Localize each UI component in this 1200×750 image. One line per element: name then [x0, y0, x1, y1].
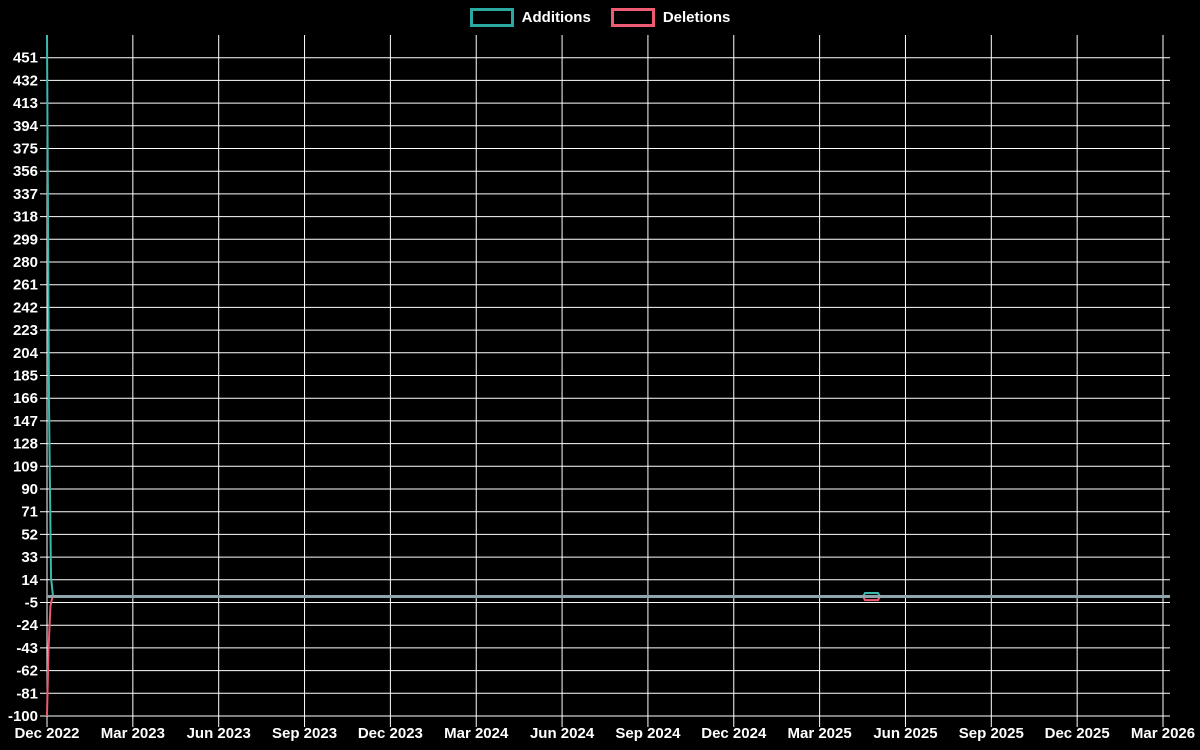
axis-tick-label: 394	[13, 118, 39, 135]
axis-tick-label: 337	[13, 186, 38, 203]
chart-legend: Additions Deletions	[0, 8, 1200, 27]
axis-tick-label: -81	[16, 685, 38, 702]
axis-tick-label: Mar 2023	[101, 725, 165, 742]
additions-swatch-icon	[469, 8, 514, 27]
legend-item-additions[interactable]: Additions	[469, 8, 591, 27]
series-line-additions	[46, 34, 1171, 598]
axis-tick-label: -43	[16, 640, 38, 657]
axis-tick-label: 33	[21, 549, 38, 566]
axis-tick-label: Jun 2025	[873, 725, 937, 742]
axis-tick-label: Sep 2023	[272, 725, 337, 742]
series-line-deletions	[46, 595, 1171, 717]
axis-tick-label: 147	[13, 413, 38, 430]
axis-tick-label: 204	[13, 345, 39, 362]
axis-tick-label: 318	[13, 209, 38, 226]
axis-tick-label: 242	[13, 299, 38, 316]
axis-tick-label: Dec 2023	[358, 725, 423, 742]
axis-tick-label: -100	[8, 708, 38, 725]
axis-tick-label: 280	[13, 254, 38, 271]
axis-tick-label: 413	[13, 95, 38, 112]
legend-label-additions: Additions	[521, 8, 591, 26]
axis-tick-label: -5	[25, 595, 38, 612]
axis-tick-label: Mar 2026	[1131, 725, 1195, 742]
axis-tick-label: 261	[13, 277, 38, 294]
axis-tick-label: 223	[13, 322, 38, 339]
axis-tick-label: 90	[21, 481, 38, 498]
axis-tick-label: Dec 2025	[1045, 725, 1110, 742]
axis-tick-label: 432	[13, 72, 38, 89]
axis-tick-label: 166	[13, 390, 38, 407]
legend-label-deletions: Deletions	[662, 8, 731, 26]
axis-tick-label: 14	[21, 572, 38, 589]
axis-tick-label: 356	[13, 163, 38, 180]
axis-tick-label: 52	[21, 526, 38, 543]
axis-tick-label: 375	[13, 141, 38, 158]
axis-tick-label: 299	[13, 231, 38, 248]
axis-tick-label: Jun 2024	[530, 725, 595, 742]
axis-tick-label: -62	[16, 663, 38, 680]
axis-tick-label: 451	[13, 50, 38, 67]
axis-tick-label: Dec 2022	[14, 725, 79, 742]
axis-tick-label: 109	[13, 458, 38, 475]
axis-tick-label: Mar 2025	[788, 725, 852, 742]
legend-item-deletions[interactable]: Deletions	[610, 8, 731, 27]
axis-tick-label: Mar 2024	[444, 725, 509, 742]
axis-tick-label: Dec 2024	[701, 725, 767, 742]
axis-tick-label: 185	[13, 368, 38, 385]
axis-tick-label: 128	[13, 436, 38, 453]
axis-tick-label: 71	[21, 504, 38, 521]
axis-tick-label: Jun 2023	[187, 725, 251, 742]
deletions-swatch-icon	[610, 8, 655, 27]
axis-tick-label: Sep 2024	[615, 725, 681, 742]
axis-tick-label: -24	[16, 617, 38, 634]
axis-tick-label: Sep 2025	[959, 725, 1024, 742]
